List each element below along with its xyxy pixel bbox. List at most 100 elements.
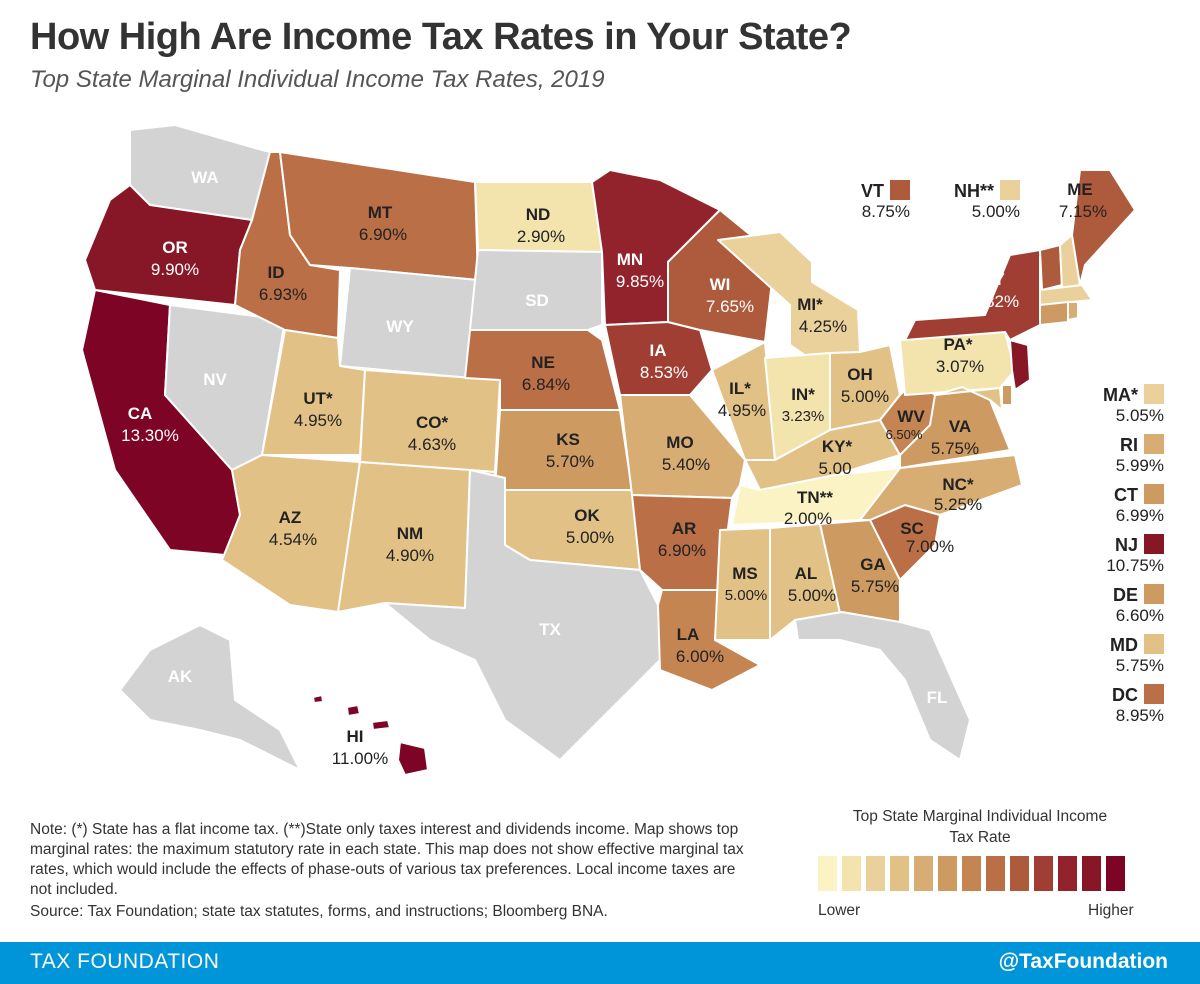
legend-cell — [1106, 856, 1125, 891]
legend-cell — [914, 856, 933, 891]
callout-nh: NH** 5.00% — [940, 180, 1020, 222]
state-MI[interactable] — [717, 231, 861, 361]
label-WA-code: WA — [191, 168, 218, 187]
callout-ct: CT 6.99% — [1114, 484, 1164, 526]
callout-vt-swatch — [890, 180, 910, 200]
callout-ri: RI 5.99% — [1116, 434, 1164, 476]
state-MS[interactable] — [714, 527, 771, 641]
label-IL-code: IL* — [729, 379, 751, 398]
label-KS-rate: 5.70% — [546, 452, 594, 471]
state-TX[interactable] — [384, 469, 661, 761]
label-MI-code: MI* — [797, 295, 823, 314]
label-NC-rate: 5.25% — [934, 495, 982, 514]
callout-de-swatch — [1144, 584, 1164, 604]
label-KS-code: KS — [556, 430, 580, 449]
state-SD[interactable] — [469, 249, 603, 331]
label-HI-rate: 11.00% — [332, 749, 388, 768]
label-AR-code: AR — [672, 519, 697, 538]
label-LA-code: LA — [677, 625, 700, 644]
label-FL-code: FL — [927, 688, 948, 707]
page-subtitle: Top State Marginal Individual Income Tax… — [30, 66, 605, 93]
label-SC-rate: 7.00% — [906, 537, 954, 556]
label-GA-code: GA — [860, 555, 886, 574]
label-VA-code: VA — [949, 417, 971, 436]
callout-ri-swatch — [1144, 434, 1164, 454]
label-MS-code: MS — [732, 564, 758, 583]
callout-nj-code: NJ — [1114, 535, 1138, 555]
label-OR-code: OR — [162, 238, 188, 257]
footer-handle[interactable]: @TaxFoundation — [998, 950, 1168, 973]
legend-cell — [986, 856, 1005, 891]
label-ND-rate: 2.90% — [517, 227, 565, 246]
label-NM-code: NM — [397, 524, 423, 543]
state-CT[interactable] — [1039, 301, 1069, 326]
state-HI-isle1[interactable] — [312, 694, 324, 704]
state-DE[interactable] — [1001, 384, 1013, 406]
label-CA-code: CA — [128, 404, 153, 423]
label-AL-code: AL — [795, 564, 818, 583]
label-MI-rate: 4.25% — [799, 317, 847, 336]
state-RI[interactable] — [1067, 301, 1079, 321]
label-IN-code: IN* — [791, 385, 815, 404]
legend-cell — [818, 856, 837, 891]
us-map: WA NV WY SD TX FL AK OR 9.90% CA 13.30% … — [81, 124, 1136, 776]
label-MN-rate: 9.85% — [616, 272, 664, 291]
label-ND-code: ND — [526, 205, 551, 224]
state-AK[interactable] — [119, 624, 301, 771]
label-OH-code: OH — [847, 365, 873, 384]
label-MS-rate: 5.00% — [725, 587, 768, 604]
label-NY-code: NY — [981, 270, 1005, 289]
label-CA-rate: 13.30% — [121, 426, 179, 445]
label-UT-rate: 4.95% — [294, 411, 342, 430]
state-MD[interactable] — [934, 386, 1003, 411]
callout-vt-code: VT — [860, 181, 884, 201]
state-VT[interactable] — [1039, 244, 1063, 291]
label-PA-rate: 3.07% — [936, 357, 984, 376]
callout-md: MD 5.75% — [1110, 634, 1164, 676]
label-NV-code: NV — [203, 370, 227, 389]
callout-ri-rate: 5.99% — [1115, 456, 1164, 475]
label-ID-code: ID — [268, 263, 285, 282]
legend-cell — [1058, 856, 1077, 891]
label-WV-rate: 6.50% — [886, 427, 923, 442]
label-AK-code: AK — [168, 667, 193, 686]
callout-ct-rate: 6.99% — [1115, 506, 1164, 525]
callout-dc: DC 8.95% — [1112, 684, 1164, 726]
label-UT-code: UT* — [303, 389, 333, 408]
label-AZ-code: AZ — [279, 508, 302, 527]
label-KY-rate: 5.00 — [818, 459, 851, 478]
label-SC-code: SC — [900, 519, 924, 538]
callout-dc-code: DC — [1112, 685, 1138, 705]
callout-md-rate: 5.75% — [1115, 656, 1164, 675]
callout-de: DE 6.60% — [1113, 584, 1164, 626]
state-HI-isle3[interactable] — [371, 719, 391, 731]
legend-scale — [818, 856, 1125, 891]
label-IA-code: IA — [650, 341, 667, 360]
label-MO-code: MO — [666, 433, 693, 452]
callout-vt: VT 8.75% — [840, 180, 910, 222]
state-HI[interactable] — [397, 741, 429, 776]
state-MA[interactable] — [1039, 284, 1093, 306]
legend-cell — [842, 856, 861, 891]
state-LA[interactable] — [657, 589, 761, 691]
callout-ct-code: CT — [1114, 485, 1138, 505]
callout-ma: MA* 5.05% — [1103, 384, 1164, 426]
state-FL[interactable] — [794, 611, 971, 761]
label-MT-rate: 6.90% — [359, 225, 407, 244]
label-VA-rate: 5.75% — [931, 439, 979, 458]
legend-cell — [962, 856, 981, 891]
footer-bar: TAX FOUNDATION @TaxFoundation — [0, 942, 1200, 984]
state-NJ[interactable] — [1009, 339, 1031, 391]
state-KS[interactable] — [494, 409, 633, 491]
legend-title: Top State Marginal Individual Income Tax… — [852, 808, 1108, 846]
callout-de-rate: 6.60% — [1115, 606, 1164, 625]
callout-ma-swatch — [1144, 384, 1164, 404]
footer-brand[interactable]: TAX FOUNDATION — [30, 950, 220, 973]
label-AZ-rate: 4.54% — [269, 530, 317, 549]
legend-low-label: Lower — [818, 902, 861, 919]
callout-dc-rate: 8.95% — [1115, 706, 1164, 725]
state-HI-isle2[interactable] — [346, 704, 361, 717]
callout-nh-rate: 5.00% — [971, 202, 1020, 221]
label-PA-code: PA* — [944, 335, 973, 354]
label-OR-rate: 9.90% — [151, 260, 199, 279]
